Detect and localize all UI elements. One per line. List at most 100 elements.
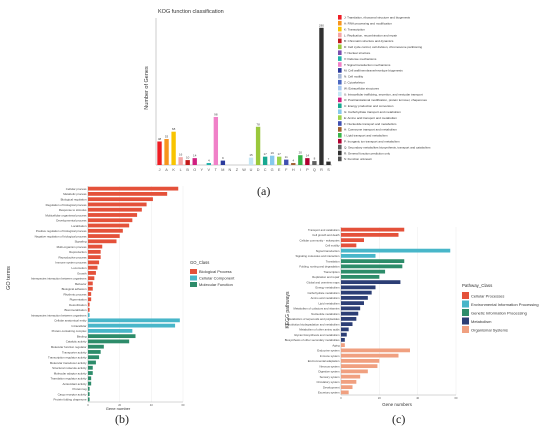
- kog-value-label-K: 68: [172, 127, 176, 131]
- category-label: Cargo receptor activity: [58, 392, 87, 396]
- bar: [341, 379, 357, 384]
- category-label: Sensory system: [320, 375, 341, 379]
- category-label: Binding: [77, 334, 87, 338]
- kegg-legend: Pathway_Class Cellular Processes Environme…: [462, 283, 539, 333]
- kog-legend-swatch: [338, 156, 342, 162]
- kog-value-label-U: 15: [249, 153, 253, 157]
- bar: [88, 271, 96, 275]
- category-label: Protein-containing complex: [52, 329, 87, 333]
- kog-legend-entry: T: Signal transduction mechanisms: [344, 63, 391, 67]
- category-label: Nucleotide metabolism: [311, 312, 340, 316]
- bar: [88, 192, 168, 196]
- kog-tick-V: V: [208, 168, 211, 172]
- kog-tick-K: K: [172, 168, 175, 172]
- kog-legend-entry: O: Posttranslational modification, prote…: [344, 98, 427, 102]
- category-label: Translation: [326, 259, 340, 263]
- kog-bar-J: [157, 141, 162, 165]
- bar: [341, 285, 376, 290]
- x-tick-label: 60: [182, 403, 185, 407]
- bar: [88, 371, 93, 375]
- kog-bar-V: [206, 163, 211, 165]
- kog-value-label-P: 14: [306, 154, 310, 158]
- kog-value-label-A: 53: [165, 135, 169, 139]
- kog-bar-I: [298, 155, 303, 165]
- category-label: Circulatory system: [316, 380, 340, 384]
- bar: [88, 234, 120, 238]
- category-label: Protein folding chaperone: [54, 398, 87, 402]
- bar: [341, 253, 376, 258]
- category-label: Biosynthesis of other secondary metaboli…: [285, 338, 340, 342]
- bar: [341, 316, 357, 321]
- kog-legend-swatch: [338, 79, 342, 85]
- category-label: Transporter activity: [62, 350, 87, 354]
- kog-value-label-Q: 8: [314, 157, 316, 161]
- kegg-x-axis-label: Gene numbers: [382, 402, 413, 407]
- kog-legend-swatch: [338, 103, 342, 109]
- bar: [88, 281, 93, 286]
- kog-tick-C: C: [264, 168, 267, 172]
- legend-swatch: [462, 309, 469, 316]
- bar: [341, 337, 345, 342]
- x-tick-label: 40: [416, 396, 419, 400]
- bar: [341, 306, 361, 311]
- kog-tick-G: G: [271, 168, 274, 172]
- kog-tick-T: T: [215, 168, 218, 172]
- kog-bar-E: [277, 156, 282, 165]
- kog-bar-S: [326, 161, 331, 165]
- category-label: Nervous system: [319, 364, 340, 368]
- kog-value-label-O: 14: [193, 154, 197, 158]
- kog-bar-L: [178, 157, 183, 165]
- bar: [88, 302, 90, 307]
- bar: [341, 232, 399, 237]
- kog-tick-R: R: [320, 168, 323, 172]
- kog-legend-entry: J: Translation, ribosomal structure and …: [344, 16, 411, 20]
- bar: [88, 307, 90, 312]
- category-label: Protein tag: [73, 387, 87, 391]
- panel-label-b: (b): [115, 412, 129, 426]
- bar: [341, 348, 410, 353]
- bar: [341, 358, 380, 363]
- bar: [88, 218, 133, 223]
- legend-swatch: [190, 282, 197, 287]
- bar: [341, 264, 403, 269]
- kog-bar-K: [171, 131, 176, 165]
- category-label: Biological adhesion: [62, 287, 87, 291]
- kog-legend-swatch: [338, 56, 342, 61]
- kog-bar-A: [164, 139, 169, 165]
- category-label: Intraspecies interaction between organis…: [31, 313, 87, 317]
- kog-value-label-F: 11: [285, 155, 288, 159]
- kog-legend-swatch: [338, 44, 342, 50]
- x-tick-label: 20: [378, 396, 381, 400]
- category-label: Regulation of biological process: [46, 203, 87, 207]
- bar: [88, 244, 103, 249]
- kog-bar-G: [269, 155, 275, 165]
- kog-bar-R: [319, 27, 324, 165]
- category-label: Cellular community - eukaryotes: [300, 238, 341, 242]
- category-label: Biological regulation: [61, 197, 87, 201]
- bar: [88, 202, 147, 207]
- bar: [88, 381, 92, 386]
- kog-value-label-B: 10: [186, 156, 190, 160]
- bar: [341, 274, 380, 279]
- kog-value-label-J: 48: [158, 137, 162, 141]
- category-label: Biomineralization: [64, 308, 86, 312]
- x-tick-label: 0: [340, 396, 342, 400]
- kog-tick-M: M: [221, 168, 224, 172]
- bar: [88, 276, 95, 281]
- legend-entry: Cellular Component: [199, 276, 235, 281]
- bar: [341, 311, 359, 316]
- x-tick-label: 60: [455, 396, 458, 400]
- category-label: Multi-organism process: [57, 245, 87, 249]
- bar: [341, 301, 364, 306]
- kog-axes: [155, 18, 332, 166]
- bar: [341, 353, 399, 358]
- legend-entry: Environmental Information Processing: [471, 302, 539, 307]
- kog-legend-entry: L: Replication, recombination and repair: [344, 33, 397, 37]
- kog-legend-swatch: [338, 150, 342, 156]
- category-label: Signal transduction: [316, 249, 340, 253]
- category-label: Metabolism of cofactors and vitamins: [293, 307, 340, 311]
- category-label: Positive regulation of biological proces…: [36, 229, 87, 233]
- category-label: Development: [323, 385, 340, 389]
- category-label: Transport and catabolism: [308, 228, 340, 232]
